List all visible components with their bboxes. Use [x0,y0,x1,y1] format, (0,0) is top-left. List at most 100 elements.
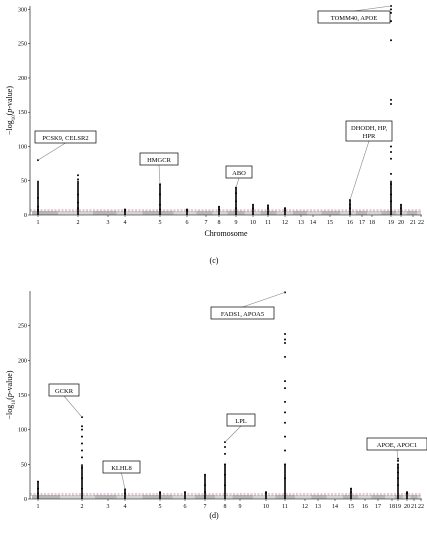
snp-point-chr11-10 [284,435,286,438]
snp-point-chr19-13 [390,193,392,196]
snp-point-chr15-0 [350,487,352,490]
y-tick-label: 250 [18,324,27,330]
chromosome-4-snps [124,488,126,499]
annotation-pcsk9-celsr2: PCSK9, CELSR2 [34,130,97,161]
x-tick-label-chr-12: 12 [282,220,288,226]
chromosome-background-16 [340,210,356,215]
chromosome-2-snps [81,416,83,499]
snp-point-chr9-1 [235,192,237,195]
x-tick-label-chr-11: 11 [282,504,288,510]
x-tick-label-chr-14: 14 [332,504,338,510]
snp-point-chr11-1 [267,207,269,210]
snp-point-chr6-0 [186,208,188,211]
chromosome-10-snps [265,491,267,499]
annotation-abo: ABO [225,165,253,188]
snp-point-chr10-1 [265,492,267,495]
annotation-leader-line [235,177,240,188]
y-axis-title: −log10(p-value) [5,86,17,135]
chromosome-background-15 [321,210,340,215]
x-tick-label-chr-20: 20 [398,220,404,226]
chromosome-background-14 [307,210,322,215]
x-tick-label-chr-10: 10 [263,504,269,510]
snp-point-chr2-1 [81,425,83,428]
snp-point-chr11-3 [284,342,286,344]
chromosome-6-snps [184,491,186,499]
chromosome-background-3 [93,210,117,215]
snp-point-chr11-13 [284,477,286,480]
chromosome-8-snps [224,441,226,499]
annotation-leader-line [242,292,286,308]
annotation-label: LPL [235,418,247,425]
snp-point-chr20-1 [400,207,402,210]
snp-point-chr6-1 [186,209,188,212]
x-tick-label-chr-8: 8 [218,220,221,226]
snp-point-chr20-0 [406,491,408,494]
snp-point-chr11-6 [284,387,286,390]
panel-label: (c) [210,256,219,265]
chromosome-background-8 [212,210,228,215]
y-tick-label: 0 [24,213,27,219]
snp-point-chr2-6 [81,456,83,459]
chromosome-19-snps [397,457,399,499]
annotation-box [210,306,275,320]
chromosome-background-2 [60,494,95,499]
snp-point-chr11-8 [284,411,286,414]
chromosome-2-snps [77,174,79,215]
x-tick-label-chr-7: 7 [204,504,207,510]
x-tick-label-chr-17: 17 [359,220,365,226]
x-tick-label-chr-3: 3 [107,504,110,510]
annotation-label: HPR [363,133,376,140]
snp-point-chr1-0 [37,480,39,483]
snp-point-chr11-1 [284,332,286,335]
chromosome-background-5 [142,494,173,499]
chromosome-11-snps [267,204,269,215]
snp-point-chr19-4 [397,471,399,474]
chromosome-1-snps [37,480,39,499]
x-tick-label-chr-13: 13 [315,504,321,510]
x-tick-label-chr-8: 8 [224,504,227,510]
x-tick-label-chr-21: 21 [411,504,417,510]
x-tick-label-chr-1: 1 [37,220,40,226]
snp-point-chr8-2 [224,452,226,455]
snp-point-chr19-2 [397,463,399,466]
chromosome-5-snps [159,183,161,215]
snp-point-chr2-5 [81,449,83,452]
x-tick-label-chr-19: 19 [395,504,401,510]
annotation-box [345,120,393,142]
snp-point-chr8-1 [218,208,220,211]
snp-point-chr20-0 [400,203,402,206]
x-tick-label-chr-2: 2 [77,220,80,226]
snp-point-chr5-1 [159,193,161,196]
chromosome-19-snps [390,5,392,215]
snp-point-chr11-9 [284,421,286,424]
x-axis-title: Chromosome [204,229,248,238]
annotation-label: KLHL8 [111,465,132,472]
chromosome-background-22 [417,210,421,215]
chromosome-background-22 [417,494,421,499]
chromosome-10-snps [252,203,254,215]
chromosome-background-4 [116,494,143,499]
x-tick-label-chr-10: 10 [250,220,256,226]
snp-point-chr9-2 [235,200,237,203]
annotation-leader-line [224,425,242,443]
x-tick-label-chr-16: 16 [362,504,368,510]
snp-point-chr2-3 [81,435,83,438]
x-tick-label-chr-11: 11 [265,220,271,226]
snp-point-chr2-1 [77,178,79,181]
snp-point-chr1-3 [37,208,39,211]
snp-point-chr19-4 [390,39,392,42]
chromosome-5-snps [159,491,161,499]
annotation-box [139,152,179,166]
annotation-gckr: GCKR [48,383,83,418]
chromosome-background-14 [326,494,343,499]
y-axis-title: −log10(p-value) [5,370,17,419]
chromosome-background-12 [295,494,312,499]
snp-point-chr2-4 [81,442,83,445]
annotation-label: FADS1, APOA5 [221,311,264,318]
y-tick-label: 50 [21,462,27,468]
annotation-box [317,10,391,24]
chromosome-background-18 [367,210,382,215]
snp-point-chr2-4 [77,207,79,210]
